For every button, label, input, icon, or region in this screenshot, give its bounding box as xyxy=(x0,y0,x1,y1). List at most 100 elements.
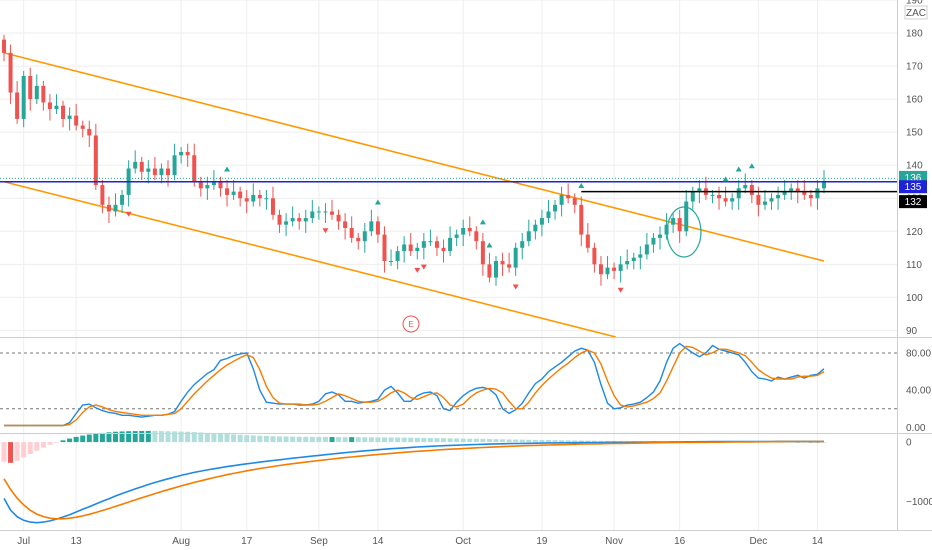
candle-body xyxy=(769,198,774,202)
candle-body xyxy=(592,247,597,265)
candle-body xyxy=(428,241,433,243)
candle-body xyxy=(303,218,308,222)
macd-histogram-bar xyxy=(598,440,604,443)
macd-histogram-bar xyxy=(40,442,46,448)
candle-body xyxy=(146,168,151,172)
candle-body xyxy=(749,185,754,195)
earnings-marker-circle[interactable] xyxy=(402,315,420,333)
candle-body xyxy=(257,194,262,199)
candle-body xyxy=(671,218,676,225)
candle-body xyxy=(415,247,420,252)
candle-body xyxy=(106,204,111,212)
candle-body xyxy=(362,231,367,242)
macd-histogram-bar xyxy=(408,437,414,443)
candle-body xyxy=(487,264,492,278)
candle-body xyxy=(408,244,413,252)
price-tick-label: 100 xyxy=(906,293,923,304)
macd-histogram-bar xyxy=(14,442,20,461)
macd-histogram-bar xyxy=(119,431,125,443)
macd-histogram-bar xyxy=(401,437,407,443)
macd-histogram-bar xyxy=(172,431,178,443)
macd-histogram-bar xyxy=(447,438,453,443)
candle-body xyxy=(598,264,603,275)
macd-histogram-bar xyxy=(152,430,158,443)
candle-body xyxy=(730,198,735,202)
candle-body xyxy=(356,237,361,242)
candle-body xyxy=(41,85,46,103)
candle-body xyxy=(139,161,144,172)
macd-histogram-bar xyxy=(808,442,814,443)
stochastic-pane xyxy=(0,342,897,427)
candle-body xyxy=(789,188,794,192)
stochastic-tick-label: 80.00 xyxy=(906,348,931,359)
candle-body xyxy=(625,261,630,265)
candle-body xyxy=(349,227,354,238)
time-tick-label: Oct xyxy=(455,536,471,547)
buy-signal-marker xyxy=(374,199,381,205)
candle-body xyxy=(290,218,295,222)
macd-histogram-bar xyxy=(178,431,184,443)
candle-body xyxy=(448,237,453,252)
macd-histogram-bar xyxy=(224,433,230,443)
candle-body xyxy=(61,105,66,119)
candle-body xyxy=(762,201,767,205)
macd-histogram-bar xyxy=(545,440,551,443)
price-tick-label: 150 xyxy=(906,128,923,139)
macd-histogram-bar xyxy=(375,437,381,443)
candle-body xyxy=(546,211,551,219)
macd-histogram-bar xyxy=(231,434,237,443)
macd-histogram-bar xyxy=(80,435,86,443)
macd-histogram-bar xyxy=(47,442,53,445)
time-tick-label: Jul xyxy=(17,536,30,547)
stochastic-tick-label: 0.00 xyxy=(906,423,926,434)
candle-body xyxy=(238,191,243,199)
time-tick-label: 14 xyxy=(812,536,824,547)
macd-histogram-bar xyxy=(283,436,289,443)
candle-body xyxy=(513,247,518,268)
macd-histogram-bar xyxy=(467,438,473,443)
macd-histogram-bar xyxy=(519,439,525,443)
symbol-tag xyxy=(904,5,928,20)
macd-axis[interactable]: 0 −1000 xyxy=(906,438,932,508)
candle-body xyxy=(244,198,249,202)
macd-histogram-bar xyxy=(250,435,256,443)
price-tag-label: 135 xyxy=(905,182,922,193)
time-axis[interactable]: Jul 13 Aug 17 Sep 14 Oct 19 Nov 16 Dec 14 xyxy=(17,536,823,547)
candle-body xyxy=(113,204,118,212)
macd-histogram-bar xyxy=(93,433,99,443)
macd-histogram-bar xyxy=(585,440,591,443)
candle-body xyxy=(782,191,787,195)
candle-body xyxy=(658,234,662,238)
candle-body xyxy=(100,185,105,205)
candle-body xyxy=(34,85,39,100)
macd-histogram-bar xyxy=(336,437,342,443)
candle-body xyxy=(8,52,13,93)
macd-histogram-bar xyxy=(126,431,132,443)
candle-body xyxy=(743,185,748,189)
candle-body xyxy=(421,241,426,248)
candle-body xyxy=(211,181,216,186)
time-tick-label: 19 xyxy=(536,536,548,547)
macd-histogram-bar xyxy=(565,440,571,443)
candle-body xyxy=(47,102,52,110)
candle-body xyxy=(375,221,380,235)
candle-body xyxy=(736,188,741,199)
price-hlines xyxy=(0,177,897,193)
macd-histogram-bar xyxy=(421,437,427,443)
candle-body xyxy=(697,188,702,192)
stochastic-lines xyxy=(4,342,825,427)
stochastic-axis[interactable]: 0.00 40.00 80.00 xyxy=(906,348,931,433)
price-tag-135 xyxy=(899,180,927,194)
candle-body xyxy=(494,261,498,278)
macd-histogram-bar xyxy=(342,437,348,443)
candle-body xyxy=(382,234,387,262)
price-tick-label: 190 xyxy=(906,0,923,7)
macd-histogram-bar xyxy=(60,440,66,443)
time-tick-label: 17 xyxy=(241,536,253,547)
macd-histogram-bar xyxy=(572,440,578,443)
time-tick-label: Nov xyxy=(605,536,623,547)
candle-body xyxy=(690,191,695,202)
macd-histogram-bar xyxy=(106,432,112,443)
